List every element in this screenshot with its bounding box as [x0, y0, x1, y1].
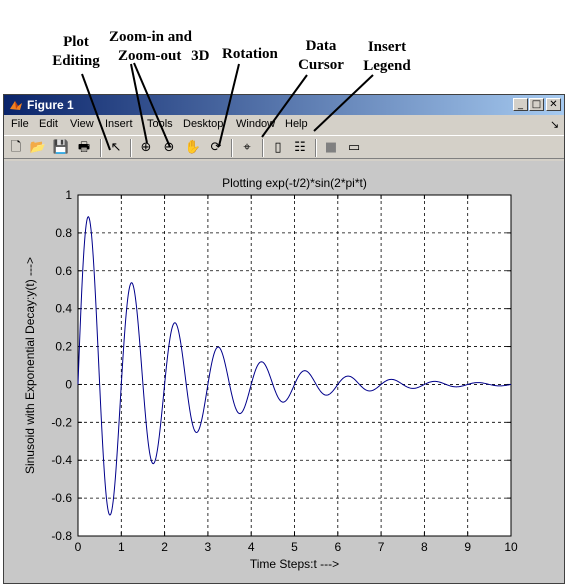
toolbar: 🗋 📂 💾 🖶 ↖ ⊕ ⊖ ✋ ⟳ ⌖ ▯ ☷ ■ ▭ [4, 135, 564, 159]
y-tick-label: -0.2 [51, 415, 72, 429]
x-tick-label: 10 [504, 540, 518, 554]
minimize-button[interactable]: _ [513, 98, 528, 111]
tick-labels: 0 1 2 3 4 5 6 7 8 9 10 -0.8 -0.6 -0.4 -0.2 0 0.2 0.4 0.6 0.… [51, 188, 518, 554]
menu-window[interactable]: Window [236, 118, 276, 130]
window-title: Figure 1 [27, 98, 74, 112]
data-cursor-icon[interactable]: ⌖ [243, 140, 251, 155]
pan-hand-icon[interactable]: ✋ [184, 140, 202, 155]
plot-area: 0 1 2 3 4 5 6 7 8 9 10 -0.8 -0.6 -0.4 -0.2 0 0.2 0.4 0.6 0.… [23, 176, 518, 571]
menu-help[interactable]: Help [285, 118, 308, 130]
x-tick-label: 2 [161, 540, 168, 554]
y-tick-label: 0.2 [55, 340, 72, 354]
zoom-out-icon[interactable]: ⊖ [163, 140, 175, 155]
annotation-plot-editing-line2: Editing [52, 53, 100, 69]
menu-tools[interactable]: Tools [147, 118, 173, 130]
annotation-zoom-out: Zoom-out [118, 48, 182, 64]
colorbar-icon[interactable]: ▯ [274, 140, 282, 155]
y-tick-label: 0.8 [55, 226, 72, 240]
x-tick-label: 7 [378, 540, 385, 554]
toolbar-separator [315, 139, 317, 157]
menu-insert[interactable]: Insert [105, 118, 133, 130]
y-tick-label: 0.4 [55, 302, 72, 316]
figure-window: Figure 1 _ □ ✕ File Edit View Insert Too… [3, 94, 565, 584]
x-tick-label: 0 [75, 540, 82, 554]
y-tick-label: 0.6 [55, 264, 72, 278]
annotation-zoom: Zoom-in and Zoom-out 3D [104, 28, 224, 66]
annotation-insert-legend: Insert Legend [356, 38, 418, 76]
y-tick-label: 0 [65, 377, 72, 391]
toolbar-separator [231, 139, 233, 157]
x-tick-label: 9 [464, 540, 471, 554]
x-tick-label: 4 [248, 540, 255, 554]
toolbar-separator [262, 139, 264, 157]
edit-arrow-icon[interactable]: ↖ [110, 140, 122, 155]
figure-canvas: 0 1 2 3 4 5 6 7 8 9 10 -0.8 -0.6 -0.4 -0.2 0 0.2 0.4 0.6 0.… [4, 161, 564, 583]
rotate-3d-icon[interactable]: ⟳ [210, 140, 222, 155]
x-tick-label: 1 [118, 540, 125, 554]
legend-icon[interactable]: ☷ [294, 140, 306, 155]
annotation-3d: 3D [191, 48, 210, 64]
y-tick-label: -0.6 [51, 491, 72, 505]
annotation-plot-editing: Plot Editing [48, 33, 104, 71]
maximize-button[interactable]: □ [529, 98, 544, 111]
menu-view[interactable]: View [70, 118, 94, 130]
annotation-rotation: Rotation [222, 46, 278, 62]
new-file-icon[interactable]: 🗋 [10, 140, 22, 155]
open-folder-icon[interactable]: 📂 [29, 140, 47, 155]
annotation-data-cursor: Data Cursor [292, 37, 350, 75]
annotation-insert-legend-line1: Insert [367, 39, 407, 55]
menu-edit[interactable]: Edit [39, 118, 58, 130]
menu-file[interactable]: File [11, 118, 29, 130]
x-axis-label: Time Steps:t ---> [250, 557, 339, 571]
close-button[interactable]: ✕ [546, 98, 561, 111]
dock-arrow-icon[interactable]: ↘ [550, 119, 560, 131]
toolbar-separator [130, 139, 132, 157]
y-tick-label: -0.4 [51, 453, 72, 467]
menu-bar: File Edit View Insert Tools Desktop Wind… [4, 116, 564, 134]
x-tick-label: 8 [421, 540, 428, 554]
y-tick-label: -0.8 [51, 529, 72, 543]
y-tick-label: 1 [65, 188, 72, 202]
show-tools-icon[interactable]: ▭ [347, 140, 361, 155]
tick-marks [77, 194, 512, 537]
chart-title: Plotting exp(-t/2)*sin(2*pi*t) [222, 176, 367, 190]
matlab-logo-icon [10, 101, 22, 110]
title-bar: Figure 1 _ □ ✕ [4, 95, 564, 115]
annotation-data-cursor-line2: Cursor [298, 57, 344, 73]
zoom-in-icon[interactable]: ⊕ [140, 140, 152, 155]
annotation-zoom-line1: Zoom-in and [109, 29, 192, 45]
save-icon[interactable]: 💾 [52, 140, 70, 155]
toolbar-separator [100, 139, 102, 157]
x-tick-label: 5 [291, 540, 298, 554]
annotation-zoom-line2: Zoom-out 3D [104, 47, 224, 66]
hide-tools-icon[interactable]: ■ [324, 140, 338, 155]
annotation-plot-editing-line1: Plot [63, 34, 89, 50]
series-line [77, 216, 512, 516]
print-icon[interactable]: 🖶 [77, 140, 91, 155]
annotation-insert-legend-line2: Legend [363, 58, 411, 74]
annotation-data-cursor-line1: Data [305, 38, 337, 54]
menu-desktop[interactable]: Desktop [183, 118, 224, 130]
y-axis-label: Sinusoid with Exponential Decay:y(t) ---… [23, 257, 37, 474]
x-tick-label: 3 [205, 540, 212, 554]
x-tick-label: 6 [334, 540, 341, 554]
